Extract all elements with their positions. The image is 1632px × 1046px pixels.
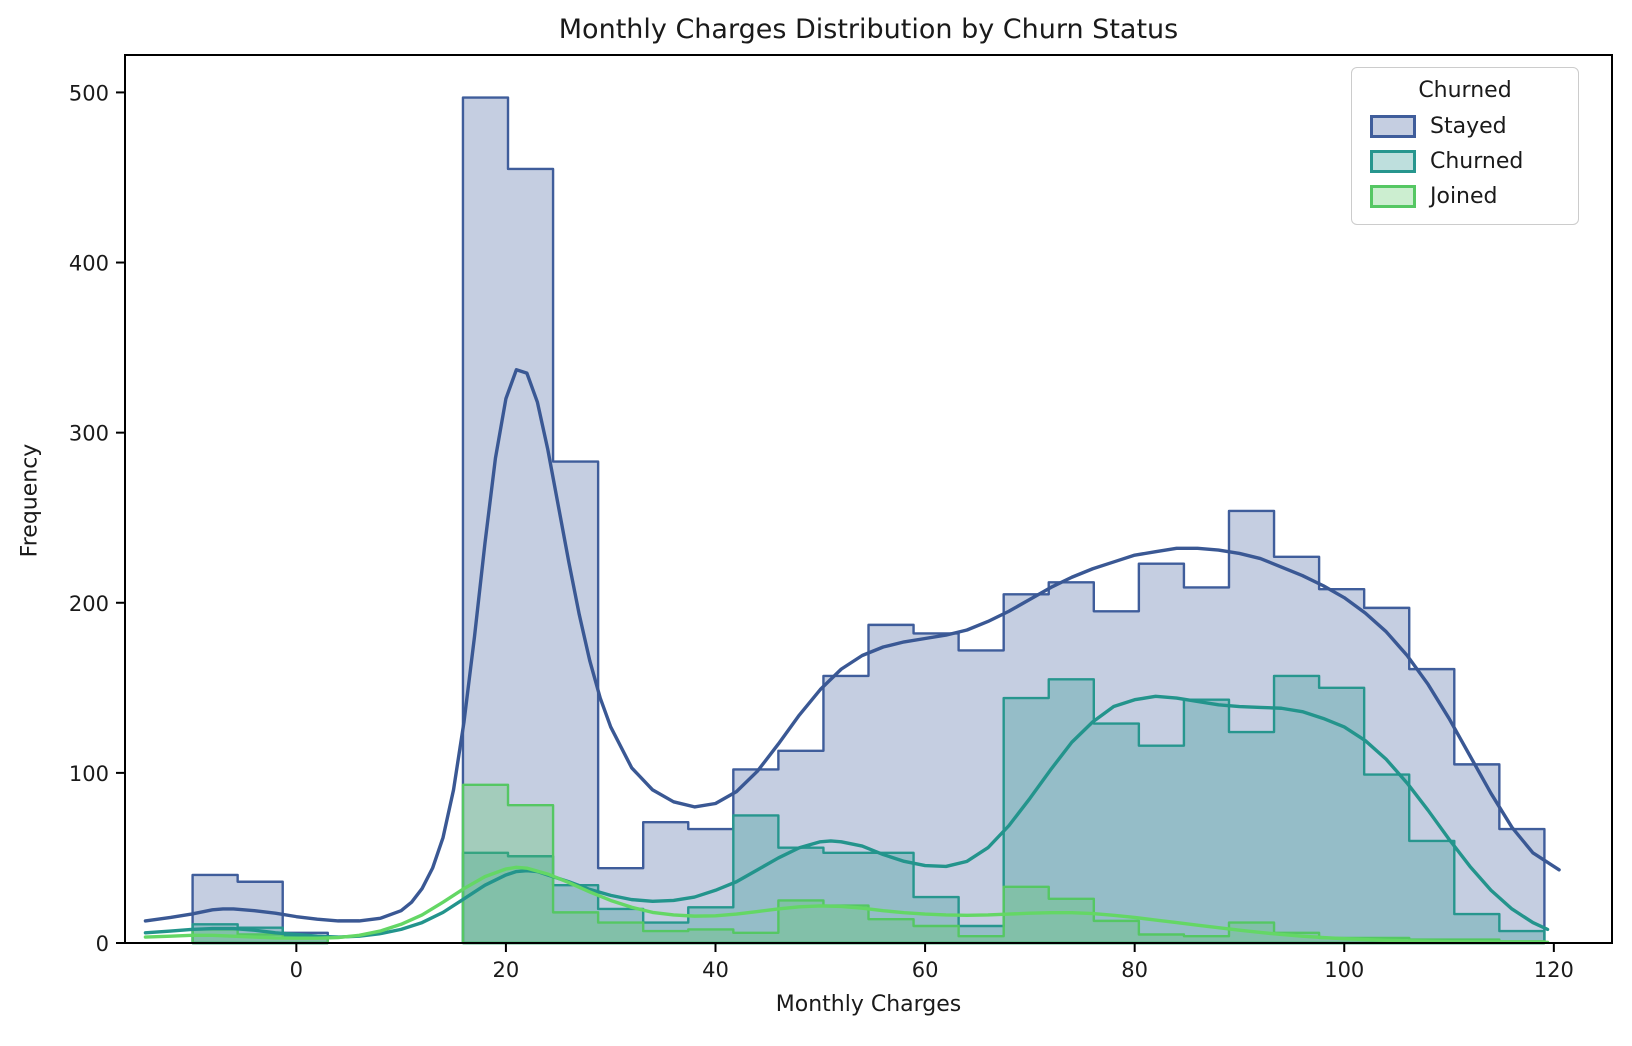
y-tick-label: 500 xyxy=(69,81,109,105)
x-tick-label: 40 xyxy=(702,958,729,982)
legend-swatch-stayed xyxy=(1370,115,1416,138)
y-tick-label: 200 xyxy=(69,592,109,616)
legend-label: Stayed xyxy=(1430,114,1507,139)
legend-swatch-joined xyxy=(1370,185,1416,208)
legend-swatch-churned xyxy=(1370,150,1416,173)
legend-label: Joined xyxy=(1430,184,1498,209)
x-tick-label: 100 xyxy=(1324,958,1364,982)
y-tick-label: 400 xyxy=(69,252,109,276)
legend-label: Churned xyxy=(1430,149,1524,174)
legend-entry-stayed: Stayed xyxy=(1352,109,1578,144)
legend-entry-churned: Churned xyxy=(1352,144,1578,179)
legend-entry-joined: Joined xyxy=(1352,179,1578,214)
legend: Churned Stayed Churned Joined xyxy=(1351,67,1579,225)
kde-stayed xyxy=(143,368,1561,923)
kde-joined xyxy=(143,865,1550,945)
y-tick-label: 300 xyxy=(69,422,109,446)
x-tick-label: 80 xyxy=(1121,958,1148,982)
x-axis-label: Monthly Charges xyxy=(775,992,962,1017)
y-axis-label: Frequency xyxy=(17,443,43,558)
legend-title: Churned xyxy=(1418,78,1512,103)
x-tick-label: 20 xyxy=(493,958,520,982)
chart-title: Monthly Charges Distribution by Churn St… xyxy=(558,14,1179,45)
x-tick-label: 120 xyxy=(1534,958,1574,982)
x-tick-label: 60 xyxy=(912,958,939,982)
x-tick-label: 0 xyxy=(290,958,303,982)
axes-spines xyxy=(124,54,1613,944)
y-tick-label: 100 xyxy=(69,762,109,786)
y-tick-label: 0 xyxy=(96,932,109,956)
legend-rows: Stayed Churned Joined xyxy=(1352,109,1578,214)
kde-churned xyxy=(143,694,1550,939)
